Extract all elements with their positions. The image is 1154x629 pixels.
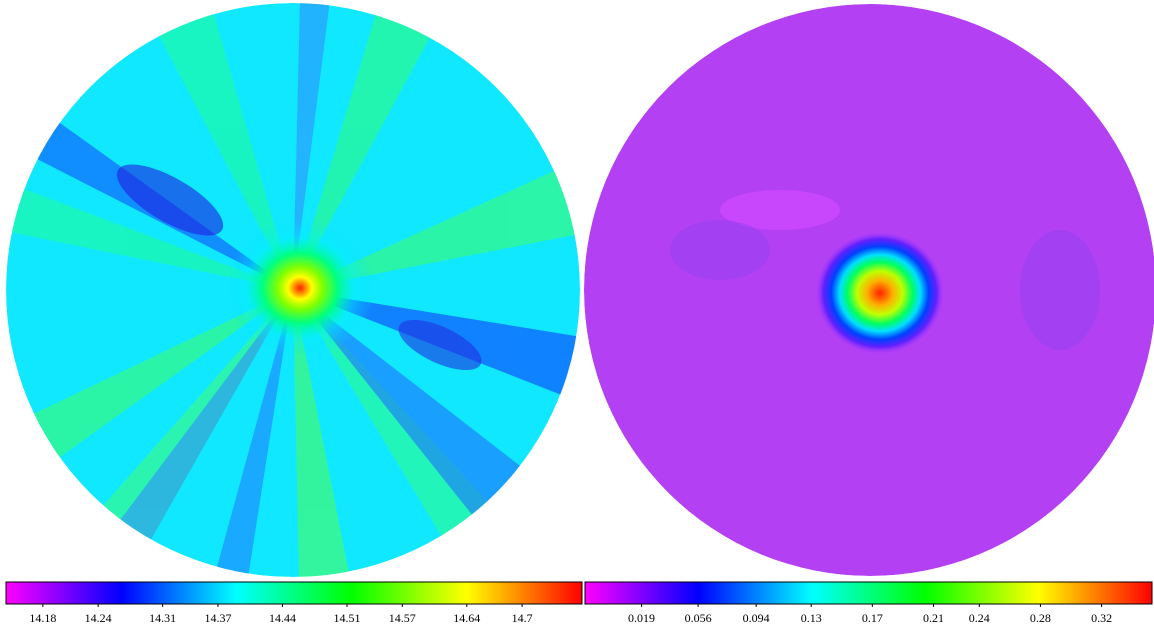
colorbar-tick-label: 14.44 — [269, 611, 296, 625]
colorbar-tick-label: 14.64 — [453, 611, 480, 625]
colorbar-tick-label: 0.13 — [801, 611, 822, 625]
colorbar-tick-label: 0.32 — [1091, 611, 1112, 625]
colorbar-tick-label: 14.57 — [389, 611, 416, 625]
colorbar-tick-label: 0.21 — [923, 611, 944, 625]
colorbar-tick-label: 14.24 — [85, 611, 112, 625]
colorbar-tick-label: 0.094 — [743, 611, 770, 625]
heatmap-left — [6, 3, 580, 577]
colorbar-tick-label: 14.51 — [333, 611, 360, 625]
colorbar-tick-label: 0.28 — [1030, 611, 1051, 625]
colorbar-tick-label: 0.17 — [862, 611, 883, 625]
colorbar — [5, 581, 583, 605]
heatmap-right — [584, 4, 1154, 576]
colorbar-tick-label: 14.7 — [512, 611, 533, 625]
colorbar-tick-label: 0.019 — [628, 611, 655, 625]
colorbar — [584, 581, 1153, 605]
colorbar-tick-label: 0.24 — [969, 611, 990, 625]
colorbar-tick-label: 14.31 — [149, 611, 176, 625]
colorbar-tick-label: 0.056 — [685, 611, 712, 625]
colorbar-tick-label: 14.18 — [29, 611, 56, 625]
colorbar-tick-label: 14.37 — [204, 611, 231, 625]
